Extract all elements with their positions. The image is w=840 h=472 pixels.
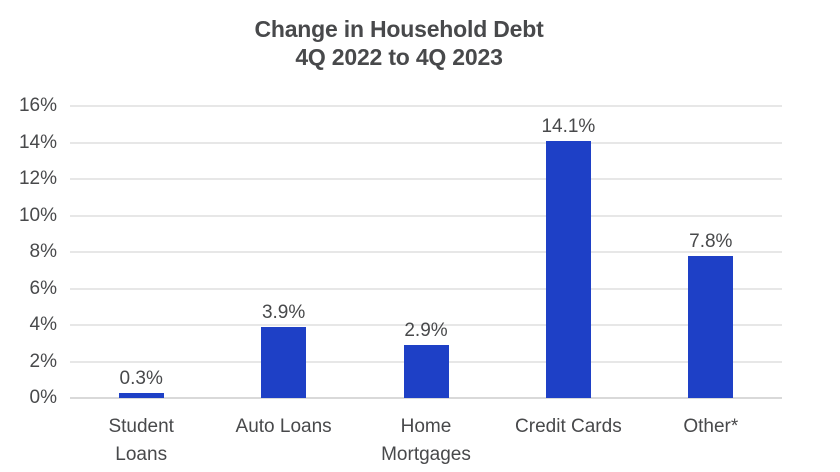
bar-value-label: 7.8% <box>689 230 733 252</box>
y-axis-tick-label: 14% <box>18 131 57 153</box>
bar <box>545 140 591 398</box>
x-axis-tick-label: Other* <box>683 416 739 437</box>
bar <box>403 345 449 398</box>
y-axis-tick-label: 4% <box>29 314 57 335</box>
y-axis-tick-label: 6% <box>29 277 57 299</box>
chart-title-line-1: Change in Household Debt <box>254 16 544 42</box>
gridline <box>70 324 782 326</box>
y-axis-tick-label: 0% <box>29 387 57 408</box>
plot-area: 0.3% 3.9% 2.9% 14.1% 7.8% <box>70 105 782 399</box>
chart-title: Change in Household Debt 4Q 2022 to 4Q 2… <box>0 15 798 71</box>
bar <box>261 326 307 398</box>
x-axis-tick-label: Auto Loans <box>235 416 332 437</box>
y-axis-tick-label: 2% <box>29 350 57 372</box>
chart-title-line-2: 4Q 2022 to 4Q 2023 <box>295 44 503 70</box>
bar-value-label: 3.9% <box>261 301 306 323</box>
bar-value-label: 0.3% <box>119 367 163 389</box>
bar <box>688 255 734 398</box>
y-axis: 16% 14% 12% 10% 8% 6% 4% 2% 0% <box>0 95 57 408</box>
gridline <box>70 178 782 180</box>
gridline <box>70 105 782 107</box>
x-axis-line <box>70 397 782 399</box>
y-axis-tick-label: 12% <box>18 168 57 189</box>
y-axis-tick-label: 8% <box>29 241 57 262</box>
gridline <box>70 141 782 144</box>
y-axis-tick-label: 10% <box>18 204 57 226</box>
gridline <box>70 287 782 290</box>
x-axis-tick-label: Home Mortgages <box>381 416 471 465</box>
bar <box>118 392 164 398</box>
bar-value-label: 2.9% <box>404 320 448 342</box>
gridline <box>70 251 782 253</box>
x-axis-tick-label: Student Loans <box>108 416 174 465</box>
gridline <box>70 214 782 217</box>
x-axis-tick-label: Credit Cards <box>515 416 622 437</box>
x-axis: Student Loans Auto Loans Home Mortgages Cre… <box>70 413 782 472</box>
y-axis-tick-label: 16% <box>18 95 57 116</box>
bar-value-label: 14.1% <box>541 115 596 137</box>
